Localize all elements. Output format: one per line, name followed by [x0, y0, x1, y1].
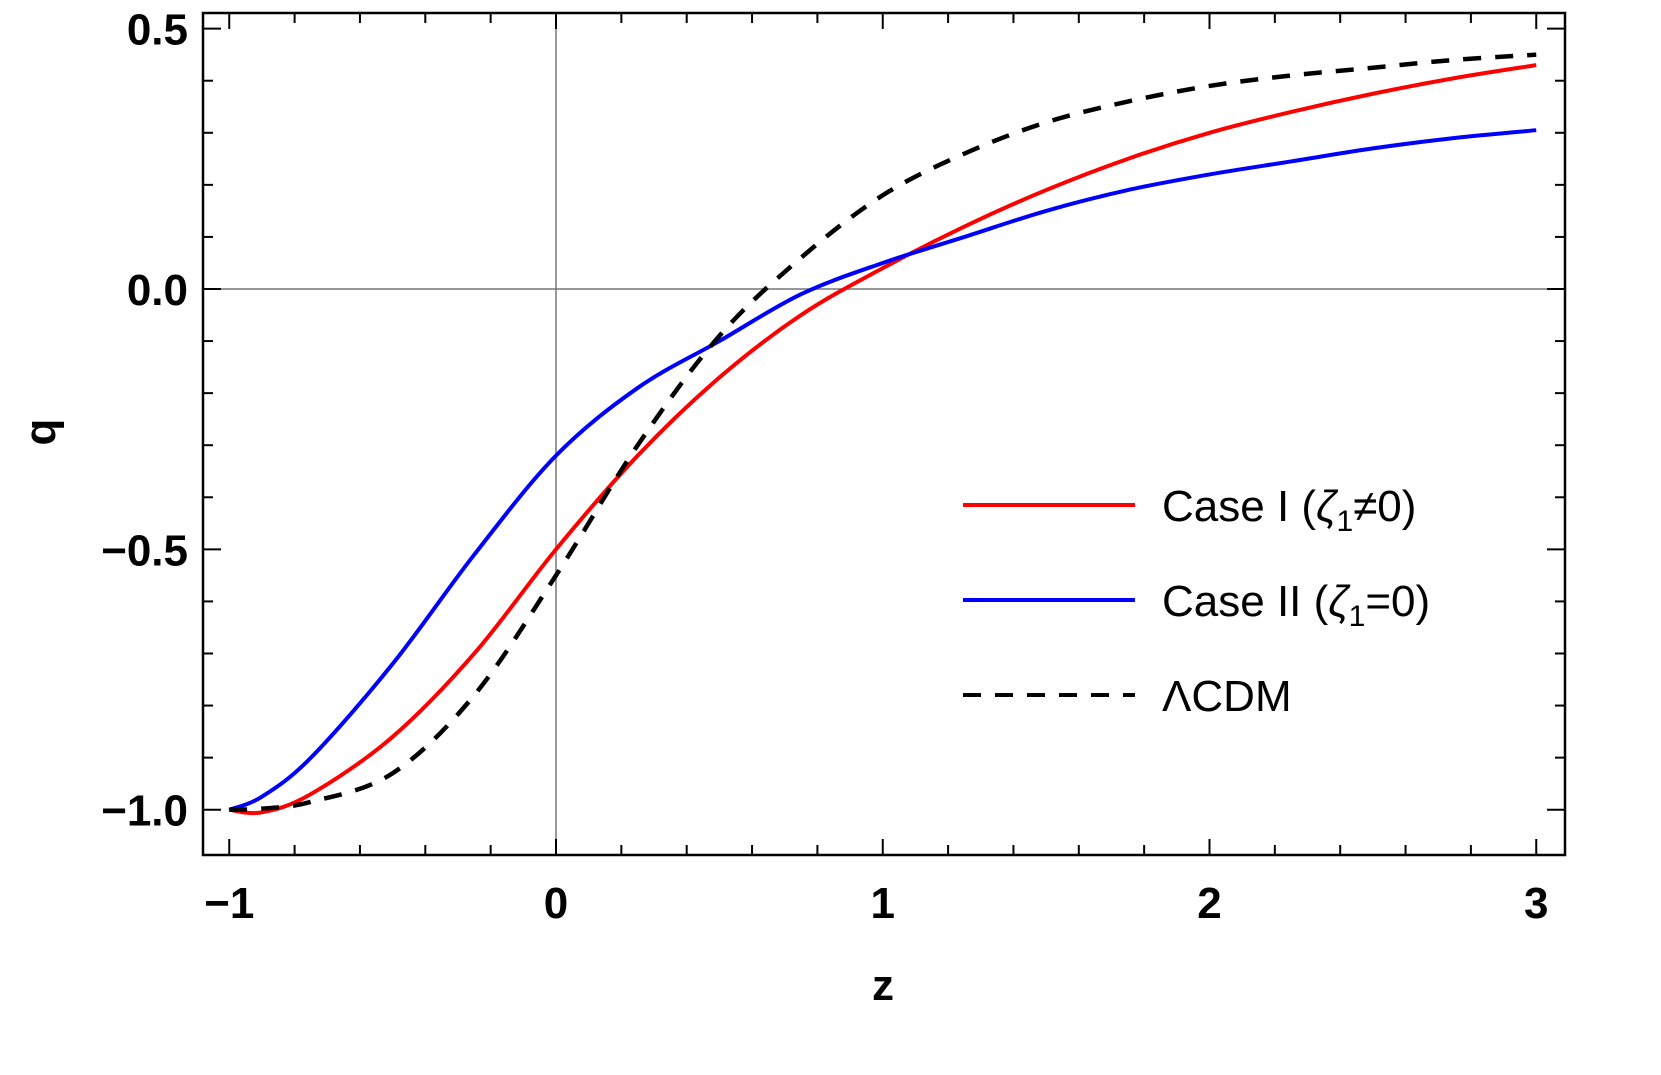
legend-label-0: Case I (ζ1≠0): [1162, 482, 1416, 538]
x-tick-label: −1: [204, 879, 254, 928]
y-tick-label: 0.0: [127, 266, 188, 315]
series-line-0: [228, 63, 1537, 816]
legend-label-1: Case II (ζ1=0): [1162, 577, 1430, 633]
y-tick-label: −1.0: [101, 787, 188, 836]
y-tick-label: −0.5: [101, 526, 188, 575]
axis-ticks: [203, 13, 1565, 855]
y-tick-label: 0.5: [127, 6, 188, 55]
x-tick-label: 1: [871, 879, 895, 928]
plot-frame: [201, 11, 1567, 857]
x-tick-label: 2: [1197, 879, 1221, 928]
x-axis-title: z: [872, 961, 894, 1010]
zero-axes-lines: [203, 13, 1565, 855]
series-layer: [228, 52, 1537, 816]
series-line-2: [229, 52, 1537, 812]
series-line-1: [228, 128, 1537, 812]
legend-label-2: ΛCDM: [1162, 672, 1292, 721]
y-tick-labels: 0.5 0.0 −0.5 −1.0: [101, 6, 188, 836]
x-tick-label: 3: [1524, 879, 1548, 928]
x-tick-label: 0: [544, 879, 568, 928]
y-axis-title: q: [16, 419, 65, 446]
x-tick-labels: −1 0 1 2 3: [204, 879, 1548, 928]
legend: Case I (ζ1≠0) Case II (ζ1=0) ΛCDM: [963, 482, 1430, 721]
